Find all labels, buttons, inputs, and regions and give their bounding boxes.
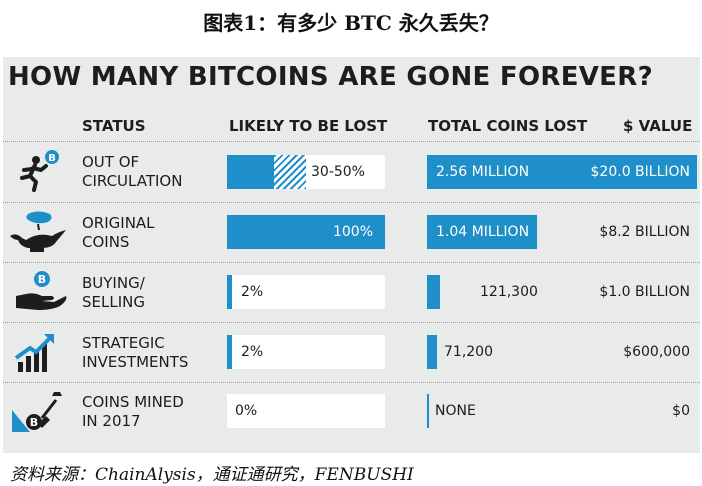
likely-lost-box: 0%: [227, 394, 385, 428]
dollar-value-label: $8.2 BILLION: [599, 224, 690, 240]
genie-lamp-icon: [10, 211, 66, 252]
row-divider: [3, 322, 700, 323]
status-label: BUYING/ SELLING: [82, 274, 145, 311]
row-divider: [3, 141, 700, 142]
column-header-coins-lost: TOTAL COINS LOST: [428, 117, 588, 135]
svg-text:B: B: [38, 273, 46, 286]
status-label: STRATEGIC INVESTMENTS: [82, 334, 189, 371]
row-divider: [3, 382, 700, 383]
hand-coin-icon: B: [16, 271, 67, 310]
likely-lost-label: 0%: [235, 403, 258, 419]
coins-lost-bar: [427, 155, 697, 189]
likely-lost-bar: [227, 275, 232, 309]
likely-lost-label: 2%: [241, 344, 264, 360]
column-header-likely-lost: LIKELY TO BE LOST: [229, 117, 388, 135]
dollar-value-label: $0: [672, 403, 690, 419]
column-header-value: $ VALUE: [623, 117, 693, 135]
status-label: OUT OF CIRCULATION: [82, 153, 183, 190]
figure-caption: 图表1：有多少 BTC 永久丢失？: [203, 11, 499, 35]
shovel-coin-icon: B: [12, 392, 62, 432]
row-divider: [3, 262, 700, 263]
svg-text:B: B: [48, 153, 56, 164]
status-label: COINS MINED IN 2017: [82, 393, 184, 430]
infographic-panel: [3, 57, 700, 453]
likely-lost-box: 2%: [227, 275, 385, 309]
likely-lost-box: 2%: [227, 335, 385, 369]
status-label: ORIGINAL COINS: [82, 214, 155, 251]
likely-lost-range-hatch: [274, 155, 306, 189]
likely-lost-box: 30-50%: [227, 155, 385, 189]
dollar-value-label: $600,000: [623, 344, 690, 360]
chart-title: HOW MANY BITCOINS ARE GONE FOREVER?: [8, 62, 653, 92]
coins-lost-bar: [427, 335, 437, 369]
likely-lost-label: 30-50%: [311, 164, 365, 180]
coins-lost-label: 2.56 MILLION: [436, 164, 530, 180]
source-note: 资料来源：ChainAlysis，通证通研究，FENBUSHI: [10, 465, 414, 485]
growth-chart-icon: [14, 334, 54, 372]
likely-lost-label: 100%: [332, 224, 373, 240]
likely-lost-bar: [227, 155, 275, 189]
coins-lost-label: 121,300: [480, 284, 538, 300]
coins-lost-label: 71,200: [444, 344, 493, 360]
dollar-value-label: $20.0 BILLION: [590, 164, 690, 180]
likely-lost-box: 100%: [227, 215, 385, 249]
svg-text:B: B: [30, 416, 38, 429]
dollar-value-label: $1.0 BILLION: [599, 284, 690, 300]
likely-lost-label: 2%: [241, 284, 264, 300]
coins-lost-label: NONE: [435, 403, 476, 419]
coins-lost-bar: [427, 275, 440, 309]
column-header-status: STATUS: [82, 117, 146, 135]
coins-lost-label: 1.04 MILLION: [436, 224, 530, 240]
coins-lost-bar: [427, 215, 537, 249]
likely-lost-bar: [227, 335, 232, 369]
running-man-coin-icon: B: [20, 150, 59, 192]
coins-lost-bar: [427, 394, 429, 428]
likely-lost-bar: [227, 215, 385, 249]
row-divider: [3, 202, 700, 203]
